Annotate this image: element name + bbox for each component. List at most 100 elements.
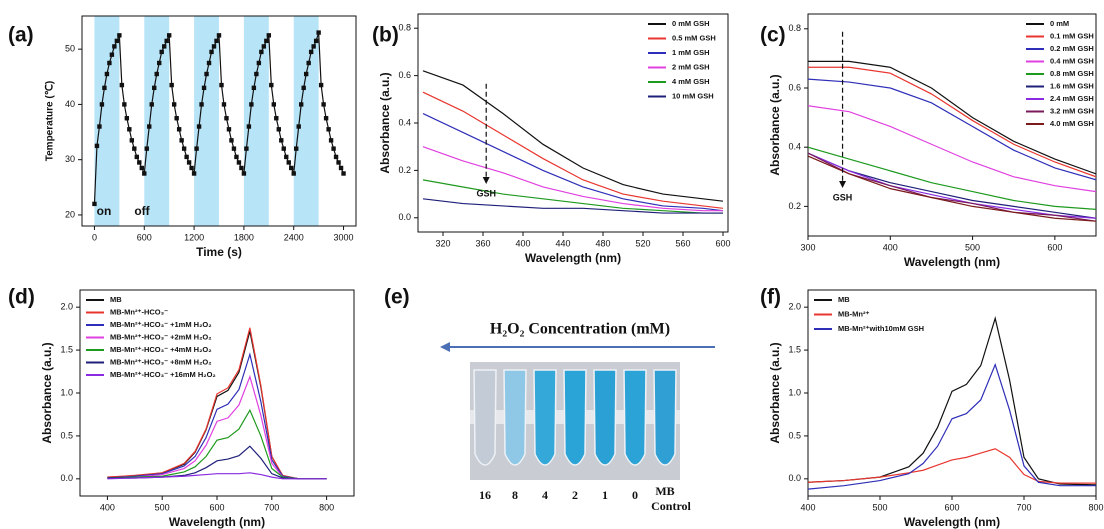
legend-label: 2.4 mM GSH xyxy=(1050,94,1094,103)
x-tick-label: 800 xyxy=(1088,502,1103,512)
series-line xyxy=(808,60,1096,175)
plot-frame xyxy=(81,15,357,227)
x-tick-label: 600 xyxy=(137,232,152,242)
marker xyxy=(109,52,115,57)
marker xyxy=(291,171,296,176)
tube-label: 0 xyxy=(632,488,638,502)
tube xyxy=(593,369,617,466)
y-tick-label: 0.6 xyxy=(788,82,801,92)
marker xyxy=(142,171,147,176)
tube xyxy=(563,369,587,466)
x-axis-label: Wavelength (nm) xyxy=(904,255,1000,269)
y-tick-label: 0.8 xyxy=(398,23,411,33)
marker xyxy=(162,44,167,49)
y-tick-label: 0.0 xyxy=(788,473,801,483)
marker xyxy=(333,154,339,160)
y-tick-label: 1.5 xyxy=(60,344,73,354)
marker xyxy=(119,82,125,88)
legend-label: 0.8 mM GSH xyxy=(1050,69,1094,78)
y-tick-label: 20 xyxy=(65,209,75,219)
marker xyxy=(97,124,102,129)
x-tick-label: 440 xyxy=(555,238,570,248)
y-tick-label: 1.0 xyxy=(60,387,73,397)
marker xyxy=(326,127,331,132)
y-axis-label: Absorbance (a.u.) xyxy=(768,74,782,175)
x-tick-label: 700 xyxy=(264,502,279,512)
marker xyxy=(169,82,174,88)
marker xyxy=(219,82,224,88)
marker xyxy=(251,85,257,91)
series-line xyxy=(808,316,1096,486)
marker xyxy=(299,102,304,107)
plot-frame xyxy=(807,289,1097,497)
tube-label: 8 xyxy=(512,488,518,502)
marker xyxy=(306,60,311,66)
panel-label: (d) xyxy=(8,286,35,309)
marker xyxy=(157,60,162,66)
marker xyxy=(321,102,326,107)
y-tick-label: 0.8 xyxy=(788,23,801,33)
tube xyxy=(653,369,677,466)
series-line xyxy=(422,198,723,214)
series-line xyxy=(107,472,327,480)
x-tick-label: 1800 xyxy=(234,232,254,242)
marker xyxy=(129,138,135,143)
y-tick-label: 0.0 xyxy=(60,473,73,483)
legend-label: 10 mM GSH xyxy=(672,91,714,100)
y-tick-label: 1.5 xyxy=(788,344,801,354)
tube-label: 1 xyxy=(602,488,608,502)
x-axis-label: Time (s) xyxy=(196,245,242,259)
legend-label: MB-Mn²⁺-HCO₃⁻ +8mM H₂O₂ xyxy=(110,357,212,366)
marker xyxy=(104,71,110,77)
control-label: MB xyxy=(655,484,674,498)
shaded-region xyxy=(94,16,120,226)
marker xyxy=(281,146,286,151)
marker xyxy=(239,165,244,171)
x-tick-label: 1200 xyxy=(184,232,204,242)
marker xyxy=(209,49,214,55)
arrow-head xyxy=(440,342,450,352)
legend-label: 4.0 mM GSH xyxy=(1050,119,1094,128)
series-line xyxy=(808,448,1096,484)
series-line xyxy=(107,374,327,480)
arrow-head xyxy=(839,181,847,188)
legend-label: 0 mM xyxy=(1050,19,1069,28)
y-axis-label: Temperature (℃) xyxy=(45,81,56,162)
legend-label: MB xyxy=(838,295,850,304)
marker xyxy=(254,71,259,77)
marker xyxy=(266,33,272,38)
legend-label: MB-Mn²⁺-HCO₃⁻ +4mM H₂O₂ xyxy=(110,345,212,354)
shaded-region xyxy=(194,16,219,226)
marker xyxy=(264,38,269,44)
marker xyxy=(301,85,306,91)
tube xyxy=(503,369,527,466)
marker xyxy=(296,124,301,129)
x-tick-label: 500 xyxy=(965,242,980,252)
marker xyxy=(316,30,321,35)
y-tick-label: 0.4 xyxy=(398,117,411,127)
arrow-head xyxy=(482,177,490,184)
legend-label: MB-Mn²⁺-HCO₃⁻ +2mM H₂O₂ xyxy=(110,332,212,341)
marker xyxy=(186,160,192,165)
marker xyxy=(94,143,100,149)
series-line xyxy=(808,78,1096,181)
x-tick-label: 0 xyxy=(92,232,97,242)
marker xyxy=(154,71,159,77)
annotation-text: on xyxy=(97,204,112,218)
tube xyxy=(533,369,557,466)
marker xyxy=(313,38,319,44)
legend-label: MB-Mn²⁺with10mM GSH xyxy=(838,324,924,333)
marker xyxy=(211,44,217,49)
x-tick-label: 800 xyxy=(319,502,334,512)
marker xyxy=(246,124,252,129)
tube-label: 2 xyxy=(572,488,578,502)
marker xyxy=(226,127,232,132)
marker xyxy=(303,71,309,77)
tube-label: 4 xyxy=(542,488,548,502)
marker xyxy=(164,38,169,44)
x-tick-label: 600 xyxy=(715,238,730,248)
legend-label: 2 mM GSH xyxy=(672,62,710,71)
marker xyxy=(224,116,229,121)
x-tick-label: 320 xyxy=(435,238,450,248)
legend-label: 3.2 mM GSH xyxy=(1050,106,1094,115)
